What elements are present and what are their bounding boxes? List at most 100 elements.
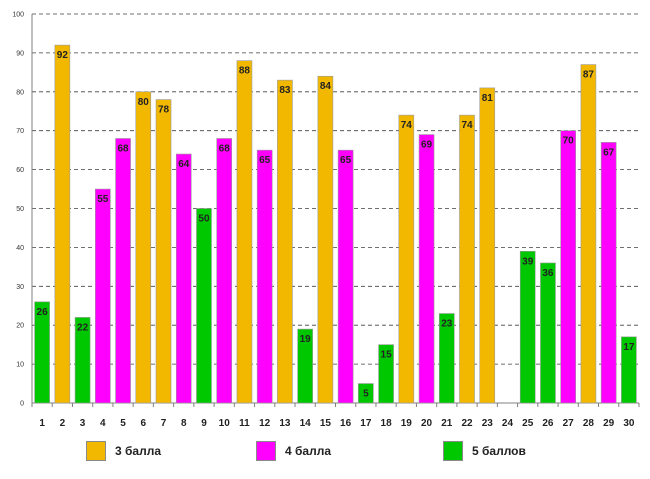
bar-value-label-14: 19: [300, 334, 312, 345]
bar-value-label-15: 84: [320, 81, 332, 92]
bar-16: [337, 149, 354, 404]
legend-item-3-points: 3 балла: [86, 438, 161, 464]
x-tick-label-21: 21: [441, 418, 453, 429]
y-tick-label-100: 100: [12, 12, 24, 19]
bar-value-label-25: 39: [522, 256, 534, 267]
bar-value-label-19: 74: [401, 120, 413, 131]
bar-17: [358, 383, 374, 404]
x-tick-label-9: 9: [201, 418, 207, 429]
bar-30: [621, 336, 637, 404]
x-tick-label-23: 23: [482, 418, 494, 429]
x-tick-label-20: 20: [421, 418, 433, 429]
y-tick-label-50: 50: [16, 206, 24, 213]
bar-20: [418, 134, 435, 404]
bar-value-label-28: 87: [583, 70, 595, 81]
x-tick-label-10: 10: [219, 418, 231, 429]
bar-value-label-13: 83: [279, 85, 291, 96]
bar-12: [256, 149, 273, 404]
y-tick-label-60: 60: [16, 167, 24, 174]
legend-label-5-points: 5 баллов: [472, 444, 526, 458]
x-tick-label-14: 14: [300, 418, 312, 429]
bar-28: [580, 64, 597, 404]
bar-value-label-22: 74: [461, 120, 473, 131]
bar-1: [34, 301, 50, 404]
legend: 3 балла 4 балла 5 баллов: [0, 438, 650, 464]
bar-value-label-2: 92: [57, 50, 69, 61]
bar-value-label-1: 26: [37, 307, 49, 318]
bar-value-label-7: 78: [158, 105, 170, 116]
bar-3: [74, 317, 91, 404]
legend-swatch-5-points: [443, 441, 463, 461]
x-tick-label-12: 12: [259, 418, 271, 429]
bar-value-label-18: 15: [381, 350, 393, 361]
x-tick-label-26: 26: [542, 418, 554, 429]
x-tick-label-24: 24: [502, 418, 514, 429]
bar-6: [135, 91, 152, 404]
bar-4: [95, 188, 111, 404]
bar-2: [54, 44, 71, 404]
x-tick-label-6: 6: [141, 418, 147, 429]
bar-value-label-11: 88: [239, 66, 251, 77]
bar-value-label-5: 68: [117, 143, 129, 154]
bar-23: [479, 87, 496, 404]
legend-item-4-points: 4 балла: [256, 438, 331, 464]
y-tick-label-70: 70: [16, 128, 24, 135]
bar-22: [459, 114, 475, 404]
x-tick-label-15: 15: [320, 418, 332, 429]
legend-label-3-points: 3 балла: [115, 444, 162, 458]
bar-5: [115, 138, 131, 404]
bar-value-label-27: 70: [563, 136, 575, 147]
y-tick-label-80: 80: [16, 89, 24, 96]
bar-value-label-3: 22: [77, 322, 89, 333]
x-tick-label-27: 27: [563, 418, 575, 429]
legend-swatch-4-points: [256, 441, 276, 461]
bar-value-label-20: 69: [421, 140, 433, 151]
bar-15: [317, 75, 334, 404]
legend-label-4-points: 4 балла: [285, 444, 332, 458]
bar-14: [297, 328, 313, 404]
x-tick-label-18: 18: [381, 418, 393, 429]
bar-9: [196, 208, 212, 404]
bar-13: [277, 79, 293, 404]
x-tick-label-25: 25: [522, 418, 534, 429]
bar-7: [155, 99, 172, 404]
x-tick-label-17: 17: [360, 418, 372, 429]
x-tick-label-11: 11: [239, 418, 250, 429]
bar-value-label-8: 64: [178, 159, 190, 170]
bar-29: [600, 142, 617, 404]
x-tick-label-4: 4: [100, 418, 106, 429]
bar-10: [216, 138, 233, 404]
x-tick-label-3: 3: [80, 418, 86, 429]
x-tick-label-28: 28: [583, 418, 595, 429]
legend-item-5-points: 5 баллов: [443, 438, 526, 464]
y-tick-label-30: 30: [16, 284, 24, 291]
y-tick-label-40: 40: [16, 245, 24, 252]
x-tick-label-13: 13: [279, 418, 291, 429]
bar-19: [398, 114, 415, 404]
bar-8: [175, 153, 192, 404]
x-tick-label-2: 2: [60, 418, 66, 429]
bar-value-label-16: 65: [340, 155, 352, 166]
x-tick-label-29: 29: [603, 418, 615, 429]
bar-25: [519, 250, 536, 404]
x-tick-label-16: 16: [340, 418, 352, 429]
bar-27: [560, 130, 576, 404]
bar-value-label-26: 36: [542, 268, 554, 279]
x-tick-label-7: 7: [161, 418, 167, 429]
bar-18: [378, 344, 394, 404]
x-tick-label-19: 19: [401, 418, 413, 429]
bar-value-label-17: 5: [363, 389, 369, 400]
bar-26: [540, 262, 556, 404]
bar-value-label-30: 17: [623, 342, 635, 353]
bar-value-label-12: 65: [259, 155, 271, 166]
bar-21: [438, 313, 455, 404]
bar-value-label-23: 81: [482, 93, 494, 104]
bar-value-label-6: 80: [138, 97, 150, 108]
bar-value-label-10: 68: [219, 143, 231, 154]
x-tick-label-22: 22: [461, 418, 473, 429]
bar-value-label-21: 23: [441, 319, 453, 330]
y-tick-label-20: 20: [16, 323, 24, 330]
y-tick-label-10: 10: [16, 362, 24, 369]
bar-value-label-29: 67: [603, 147, 615, 158]
